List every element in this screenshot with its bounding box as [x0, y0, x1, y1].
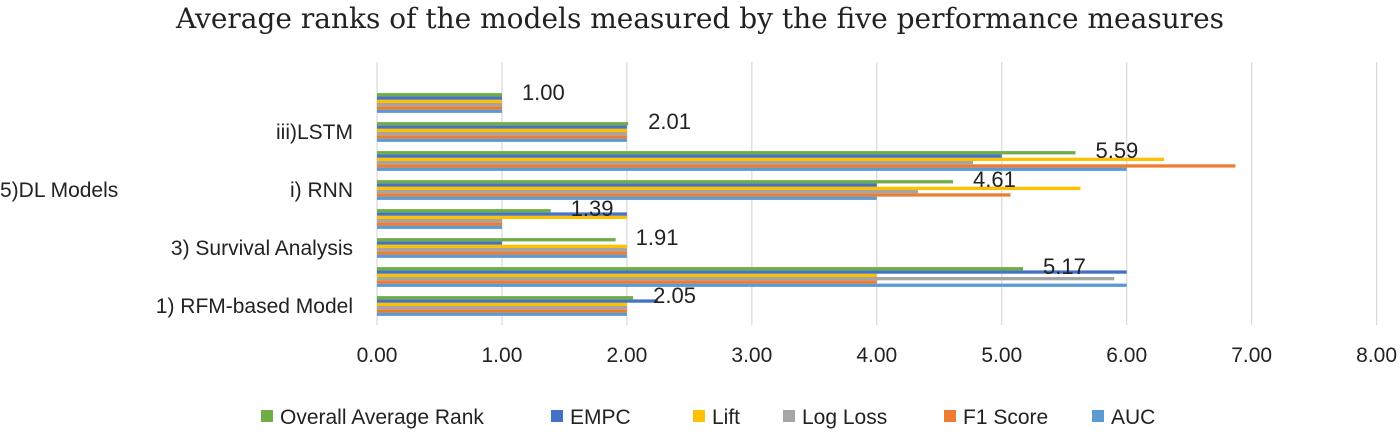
data-label: 5.59: [1095, 138, 1138, 163]
bar: [377, 132, 627, 136]
bar: [377, 103, 502, 107]
legend-swatch: [783, 410, 795, 422]
bar: [377, 157, 1165, 161]
legend-swatch: [261, 410, 273, 422]
bar: [377, 306, 627, 310]
x-tick-label: 2.00: [606, 344, 647, 367]
bar: [377, 251, 627, 255]
data-label: 2.01: [648, 109, 691, 134]
bar: [377, 122, 629, 126]
bar: [377, 283, 1127, 287]
bar: [377, 312, 627, 316]
bar: [377, 154, 1002, 158]
data-label: 5.17: [1043, 254, 1086, 279]
bar: [377, 109, 502, 113]
bar: [377, 273, 877, 277]
bar: [377, 151, 1076, 155]
bar: [377, 193, 1011, 197]
bar: [377, 254, 627, 258]
bar: [377, 277, 1115, 281]
bar: [377, 167, 1127, 171]
bar: [377, 93, 502, 97]
x-axis-ticks: 0.00 1.00 2.00 3.00 4.00 5.00 6.00 7.00 8.00: [357, 344, 1397, 367]
legend-swatch: [693, 410, 705, 422]
bar: [377, 183, 877, 187]
data-label: 4.61: [973, 167, 1016, 192]
bar: [377, 219, 502, 223]
bar: [377, 96, 502, 100]
bar: [377, 225, 502, 229]
bar: [377, 186, 1081, 190]
category-labels: 1) RFM-based Model 3) Survival Analysis i)…: [0, 121, 353, 318]
x-tick-label: 8.00: [1356, 344, 1397, 367]
x-tick-label: 3.00: [731, 344, 772, 367]
category-label: i) RNN: [290, 179, 353, 202]
bar: [377, 299, 659, 303]
x-tick-label: 7.00: [1231, 344, 1272, 367]
bar: [377, 135, 627, 139]
data-label: 2.05: [653, 283, 696, 308]
category-label: 3) Survival Analysis: [171, 237, 353, 260]
x-tick-label: 1.00: [482, 344, 523, 367]
bar: [377, 296, 634, 300]
bar: [377, 238, 616, 242]
legend: Overall Average Rank EMPC Lift Log Loss F1 S…: [261, 406, 1155, 429]
bar: [377, 302, 627, 306]
legend-label: F1 Score: [963, 406, 1048, 429]
legend-label: EMPC: [570, 406, 631, 429]
bar: [377, 164, 1236, 168]
bar: [377, 99, 502, 103]
legend-swatch: [944, 410, 956, 422]
data-labels: 2.05 5.17 1.91 1.39 4.61 5.59 2.01 1.00: [522, 80, 1138, 308]
bar: [377, 190, 919, 194]
legend-label: Lift: [712, 406, 740, 429]
bars: [377, 93, 1236, 316]
bar: [377, 180, 954, 184]
x-tick-label: 5.00: [981, 344, 1022, 367]
bar: [377, 212, 627, 216]
bar: [377, 280, 877, 284]
bar: [377, 196, 877, 200]
data-label: 1.91: [636, 225, 679, 250]
bar: [377, 106, 502, 110]
bar: [377, 125, 627, 129]
legend-swatch: [551, 410, 563, 422]
bar: [377, 241, 502, 245]
bar: [377, 138, 627, 142]
x-tick-label: 0.00: [357, 344, 398, 367]
chart-title: Average ranks of the models measured by …: [175, 2, 1224, 35]
legend-label: Overall Average Rank: [280, 406, 484, 429]
bar: [377, 248, 627, 252]
bar: [377, 222, 502, 226]
bar: [377, 270, 1127, 274]
group-label: 5)DL Models: [0, 179, 118, 202]
category-label: 1) RFM-based Model: [156, 295, 353, 318]
legend-swatch: [1092, 410, 1104, 422]
category-label: iii)LSTM: [276, 121, 353, 144]
x-tick-label: 6.00: [1106, 344, 1147, 367]
x-tick-label: 4.00: [856, 344, 897, 367]
legend-label: Log Loss: [802, 406, 887, 429]
bar: [377, 161, 974, 165]
data-label: 1.00: [522, 80, 565, 105]
bar: [377, 209, 551, 213]
data-label: 1.39: [571, 196, 614, 221]
bar: [377, 244, 627, 248]
bar: [377, 128, 627, 132]
bar: [377, 309, 627, 313]
bar: [377, 267, 1023, 271]
bar: [377, 215, 627, 219]
legend-label: AUC: [1111, 406, 1155, 429]
